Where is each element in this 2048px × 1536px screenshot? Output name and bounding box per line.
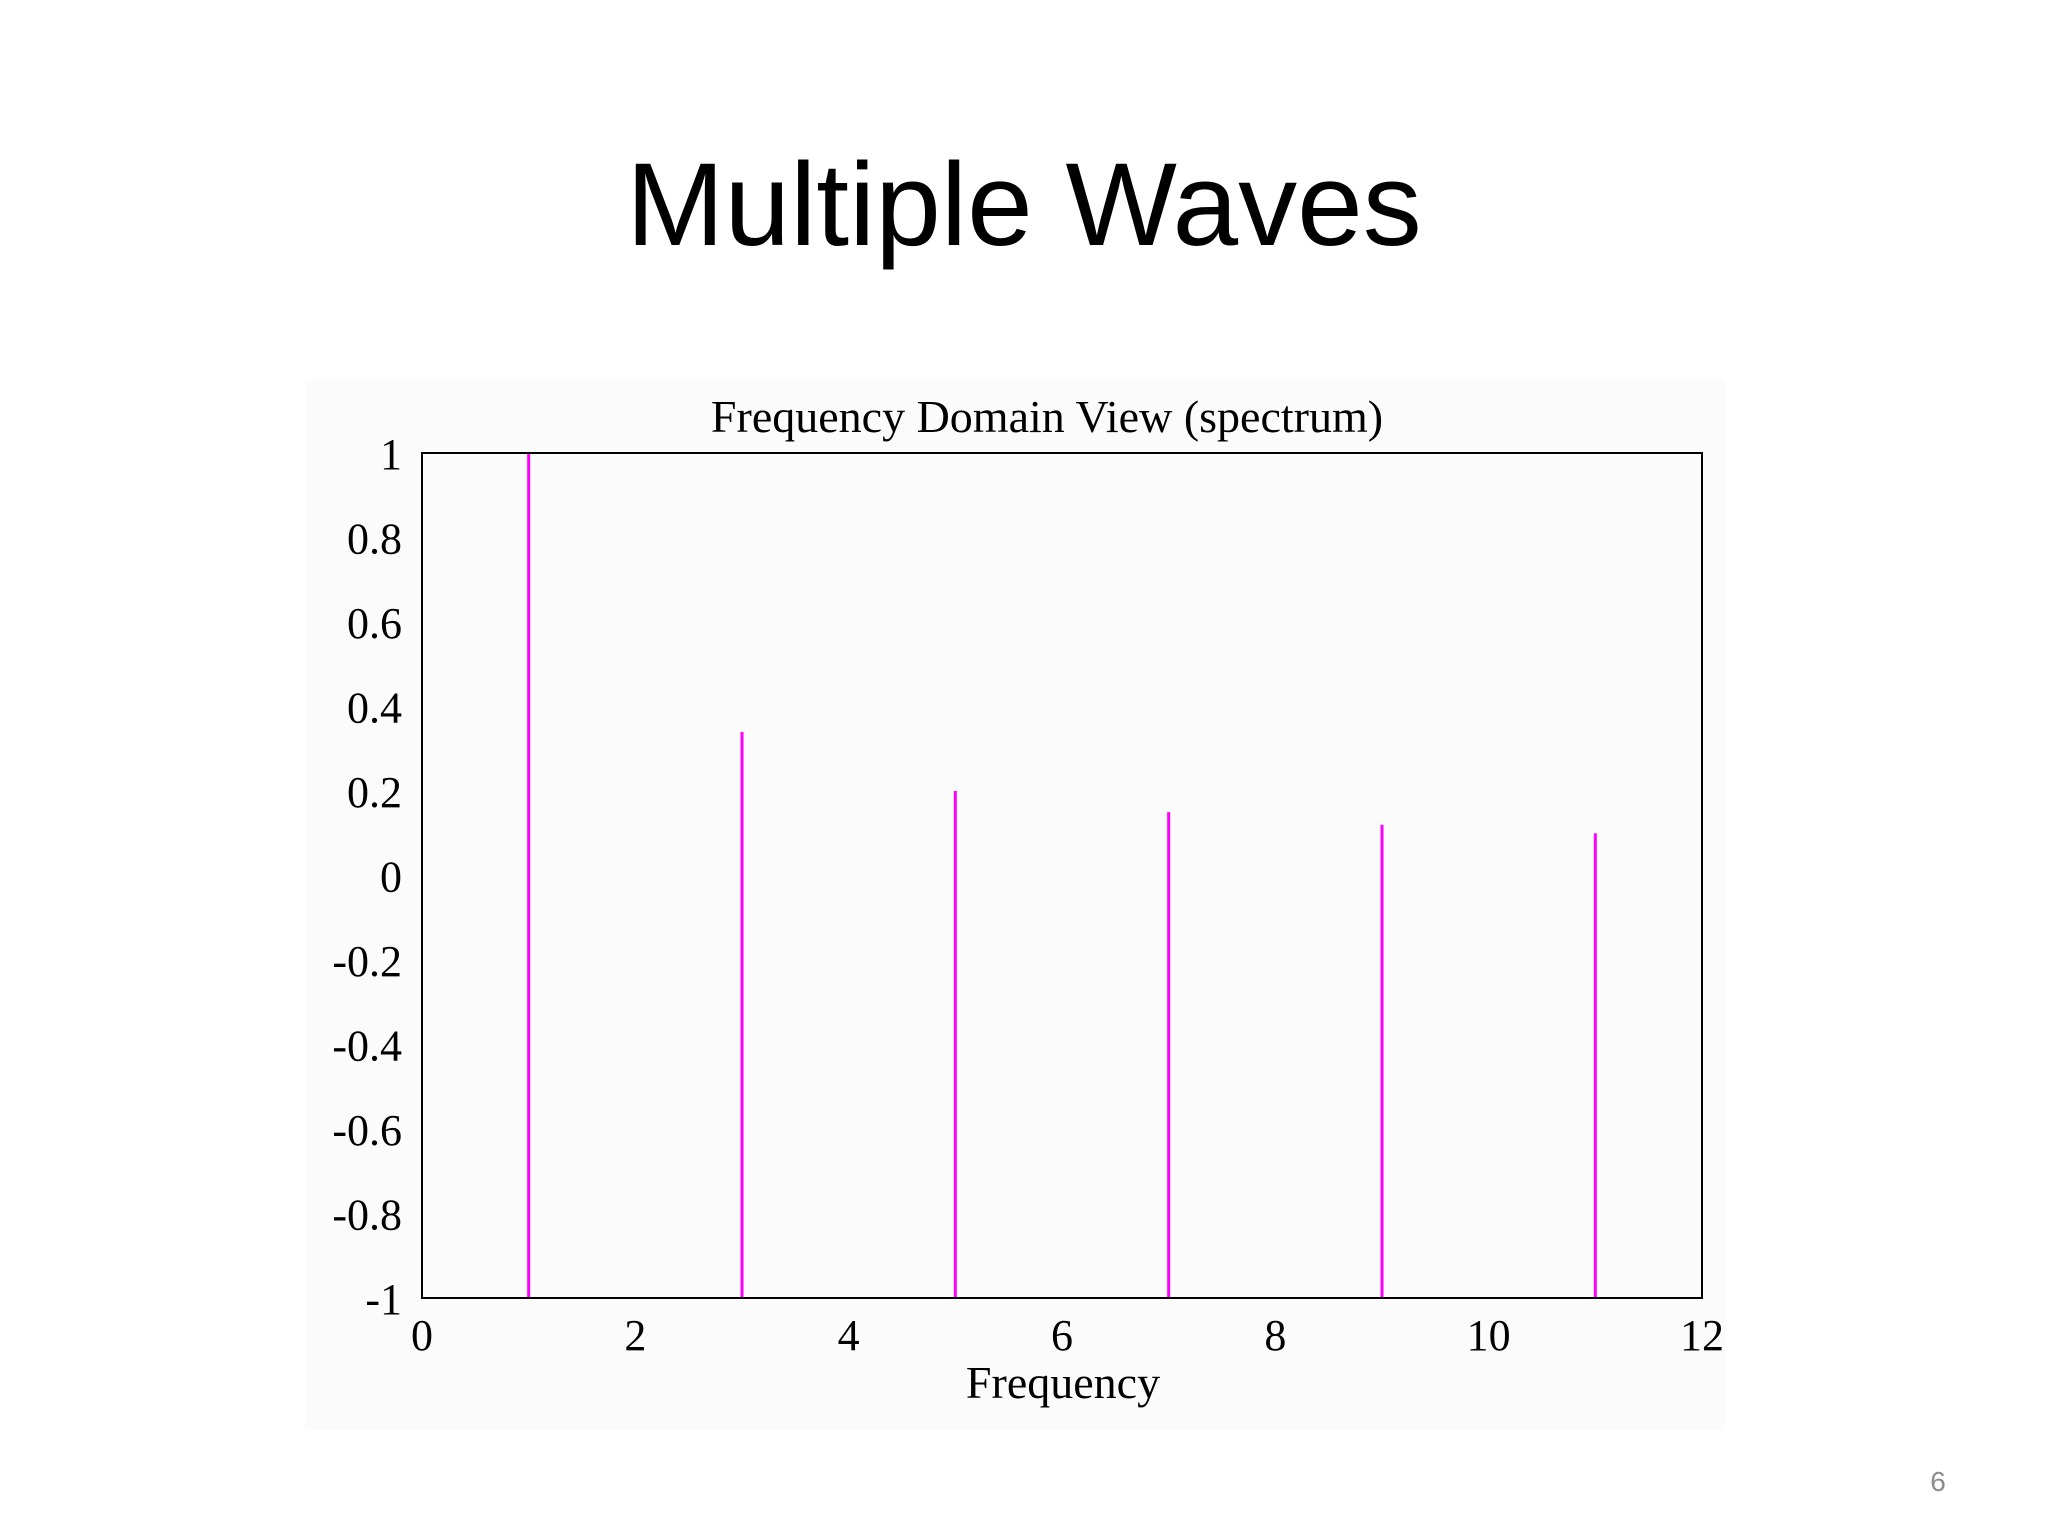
y-tick-label: 0.6 [347, 599, 402, 648]
slide-title: Multiple Waves [626, 139, 1422, 271]
plot-area-frame [421, 452, 1703, 1299]
page-number: 6 [1930, 1466, 1946, 1497]
y-tick-label: 0.8 [347, 515, 402, 564]
x-axis-label: Frequency [966, 1357, 1160, 1408]
y-tick-label: -0.4 [332, 1022, 402, 1071]
y-tick-label: 0.4 [347, 684, 402, 733]
x-tick-label: 2 [624, 1311, 646, 1360]
spectrum-chart: Frequency Domain View (spectrum) 1 0.8 0.6… [332, 391, 1724, 1408]
y-axis-ticks: 1 0.8 0.6 0.4 0.2 0 -0.2 -0.4 -0.6 -0.8 -1 [332, 430, 402, 1324]
y-tick-label: 0 [380, 853, 402, 902]
y-tick-label: -0.8 [332, 1191, 402, 1240]
x-tick-label: 4 [838, 1311, 860, 1360]
x-tick-label: 12 [1680, 1311, 1724, 1360]
y-tick-label: -0.2 [332, 937, 402, 986]
x-tick-label: 0 [411, 1311, 433, 1360]
x-tick-label: 10 [1467, 1311, 1511, 1360]
x-tick-label: 8 [1264, 1311, 1286, 1360]
y-tick-label: -0.6 [332, 1106, 402, 1155]
spectrum-stems [527, 453, 1597, 1298]
x-tick-label: 6 [1051, 1311, 1073, 1360]
y-tick-label: 1 [380, 430, 402, 479]
y-tick-label: 0.2 [347, 768, 402, 817]
y-tick-label: -1 [365, 1275, 402, 1324]
chart-title: Frequency Domain View (spectrum) [711, 391, 1383, 442]
x-axis-ticks: 0 2 4 6 8 10 12 [411, 1311, 1724, 1360]
chart-figure: Frequency Domain View (spectrum) 1 0.8 0.6… [305, 380, 1725, 1430]
